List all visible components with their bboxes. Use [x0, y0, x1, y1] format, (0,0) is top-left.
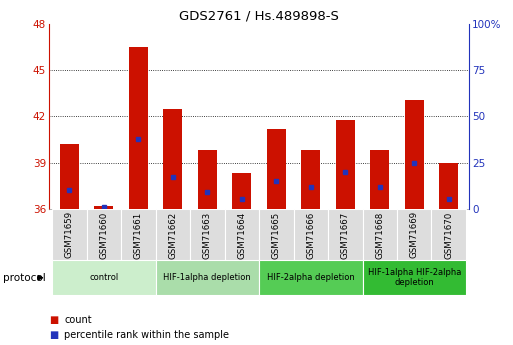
- Bar: [259, 209, 293, 260]
- Text: HIF-2alpha depletion: HIF-2alpha depletion: [267, 273, 354, 282]
- Bar: [328, 209, 363, 260]
- Bar: [155, 260, 259, 295]
- Bar: [87, 209, 121, 260]
- Text: GSM71670: GSM71670: [444, 211, 453, 258]
- Bar: [52, 260, 155, 295]
- Bar: [293, 209, 328, 260]
- Bar: [439, 162, 458, 209]
- Bar: [52, 209, 87, 260]
- Text: GSM71668: GSM71668: [375, 211, 384, 258]
- Bar: [259, 260, 363, 295]
- Text: GSM71659: GSM71659: [65, 211, 74, 258]
- Text: GSM71663: GSM71663: [203, 211, 212, 258]
- Text: GSM71662: GSM71662: [168, 211, 177, 258]
- Text: percentile rank within the sample: percentile rank within the sample: [64, 331, 229, 340]
- Bar: [267, 129, 286, 209]
- Text: GSM71661: GSM71661: [134, 211, 143, 258]
- Title: GDS2761 / Hs.489898-S: GDS2761 / Hs.489898-S: [179, 10, 339, 23]
- Text: HIF-1alpha depletion: HIF-1alpha depletion: [164, 273, 251, 282]
- Bar: [190, 209, 225, 260]
- Text: HIF-1alpha HIF-2alpha
depletion: HIF-1alpha HIF-2alpha depletion: [367, 268, 461, 287]
- Text: GSM71660: GSM71660: [100, 211, 108, 258]
- Bar: [129, 47, 148, 209]
- Text: GSM71664: GSM71664: [238, 211, 246, 258]
- Bar: [336, 119, 355, 209]
- Bar: [301, 150, 320, 209]
- Text: GSM71666: GSM71666: [306, 211, 315, 258]
- Bar: [232, 173, 251, 209]
- Text: GSM71669: GSM71669: [410, 211, 419, 258]
- Text: control: control: [89, 273, 119, 282]
- Bar: [363, 209, 397, 260]
- Bar: [198, 150, 217, 209]
- Bar: [60, 144, 79, 209]
- Bar: [155, 209, 190, 260]
- Bar: [363, 260, 466, 295]
- Text: count: count: [64, 315, 92, 325]
- Text: GSM71665: GSM71665: [272, 211, 281, 258]
- Text: ■: ■: [49, 315, 58, 325]
- Bar: [397, 209, 431, 260]
- Bar: [405, 99, 424, 209]
- Text: ■: ■: [49, 331, 58, 340]
- Bar: [163, 109, 182, 209]
- Bar: [431, 209, 466, 260]
- Bar: [225, 209, 259, 260]
- Bar: [94, 206, 113, 209]
- Text: GSM71667: GSM71667: [341, 211, 350, 258]
- Bar: [121, 209, 155, 260]
- Bar: [370, 150, 389, 209]
- Text: protocol: protocol: [3, 273, 45, 283]
